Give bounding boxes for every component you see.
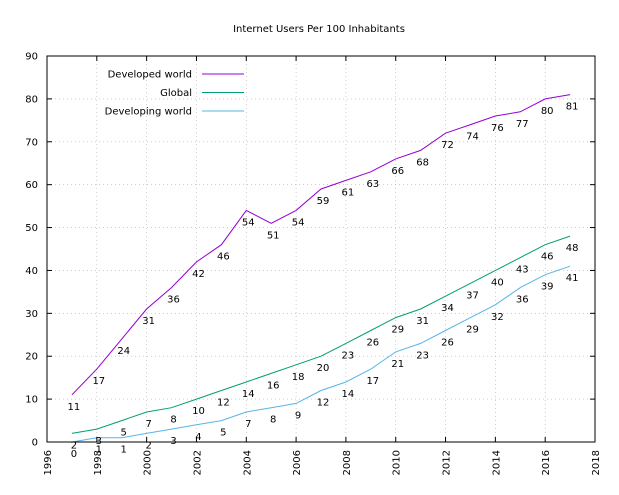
x-tick-label: 2002 — [192, 450, 203, 475]
data-label: 48 — [566, 243, 579, 254]
data-label: 74 — [466, 132, 479, 143]
y-tick-label: 30 — [25, 309, 38, 320]
data-label: 4 — [195, 432, 201, 443]
data-label: 10 — [192, 406, 205, 417]
data-label: 36 — [167, 295, 180, 306]
data-label: 34 — [441, 303, 454, 314]
data-label: 7 — [245, 419, 251, 430]
x-tick-label: 1998 — [93, 450, 104, 475]
x-tick-label: 2018 — [591, 450, 602, 475]
data-label: 29 — [466, 325, 479, 336]
data-label: 12 — [217, 398, 230, 409]
plot-frame — [46, 55, 596, 443]
y-tick-label: 40 — [25, 266, 38, 277]
data-label: 16 — [267, 380, 280, 391]
data-label: 9 — [295, 410, 301, 421]
data-label: 31 — [416, 316, 429, 327]
y-tick-label: 70 — [25, 137, 38, 148]
y-tick-label: 50 — [25, 223, 38, 234]
data-label: 77 — [516, 119, 529, 130]
data-label: 20 — [317, 363, 330, 374]
data-label: 21 — [391, 359, 404, 370]
x-tick-label: 1996 — [43, 450, 54, 475]
y-tick-label: 80 — [25, 94, 38, 105]
data-label: 43 — [516, 265, 529, 276]
data-label: 23 — [416, 350, 429, 361]
x-tick-label: 2016 — [541, 450, 552, 475]
y-tick-label: 10 — [25, 395, 38, 406]
x-tick-label: 2008 — [342, 450, 353, 475]
x-tick-label: 2010 — [392, 450, 403, 475]
series-line-1 — [71, 235, 571, 434]
data-label: 80 — [541, 106, 554, 117]
grid — [47, 56, 595, 442]
data-label: 0 — [71, 449, 77, 460]
data-label: 41 — [566, 273, 579, 284]
data-label: 8 — [270, 415, 276, 426]
data-label: 18 — [292, 372, 305, 383]
data-label: 36 — [516, 295, 529, 306]
series-lines — [71, 94, 571, 443]
data-label: 12 — [317, 398, 330, 409]
data-label: 61 — [342, 187, 355, 198]
x-tick-label: 2014 — [491, 450, 502, 475]
series-line-2 — [71, 265, 571, 443]
data-label: 11 — [68, 402, 81, 413]
data-label: 37 — [466, 290, 479, 301]
y-tick-label: 90 — [25, 52, 38, 63]
data-label: 29 — [391, 325, 404, 336]
data-label: 40 — [491, 277, 504, 288]
data-label: 54 — [242, 217, 255, 228]
data-label: 23 — [342, 350, 355, 361]
data-label: 63 — [366, 179, 379, 190]
data-label: 17 — [366, 376, 379, 387]
legend: Developed world Global Developing world — [105, 70, 244, 118]
x-tick-label: 2006 — [292, 450, 303, 475]
y-tick-label: 20 — [25, 352, 38, 363]
data-label: 32 — [491, 312, 504, 323]
data-label: 24 — [117, 346, 130, 357]
legend-label: Developed world — [108, 70, 192, 81]
data-label: 76 — [491, 123, 504, 134]
data-label: 7 — [145, 419, 151, 430]
data-label: 51 — [267, 230, 280, 241]
data-label: 54 — [292, 217, 305, 228]
data-label: 26 — [441, 337, 454, 348]
data-label: 26 — [366, 337, 379, 348]
legend-label: Global — [160, 88, 192, 99]
data-label: 5 — [121, 428, 127, 439]
data-label: 5 — [220, 428, 226, 439]
data-label: 1 — [121, 445, 127, 456]
y-tick-label: 0 — [32, 438, 38, 449]
y-tick-label: 60 — [25, 180, 38, 191]
data-label: 46 — [541, 252, 554, 263]
data-label: 2 — [145, 440, 151, 451]
data-label: 59 — [317, 196, 330, 207]
data-label: 31 — [142, 316, 155, 327]
data-label: 46 — [217, 252, 230, 263]
data-label: 14 — [242, 389, 255, 400]
chart-title: Internet Users Per 100 Inhabitants — [233, 24, 405, 35]
data-label: 8 — [170, 415, 176, 426]
data-label: 42 — [192, 269, 205, 280]
series-line-0 — [71, 94, 571, 396]
data-label: 72 — [441, 140, 454, 151]
data-label: 66 — [391, 166, 404, 177]
data-label: 14 — [342, 389, 355, 400]
data-label: 39 — [541, 282, 554, 293]
legend-label: Developing world — [105, 107, 192, 118]
x-tick-label: 2012 — [442, 450, 453, 475]
x-tick-label: 2000 — [143, 450, 154, 475]
data-label: 2 — [71, 440, 77, 451]
data-label: 1 — [96, 445, 102, 456]
data-label: 68 — [416, 157, 429, 168]
x-tick-label: 2004 — [242, 450, 253, 475]
data-label: 81 — [566, 102, 579, 113]
data-label: 17 — [92, 376, 105, 387]
